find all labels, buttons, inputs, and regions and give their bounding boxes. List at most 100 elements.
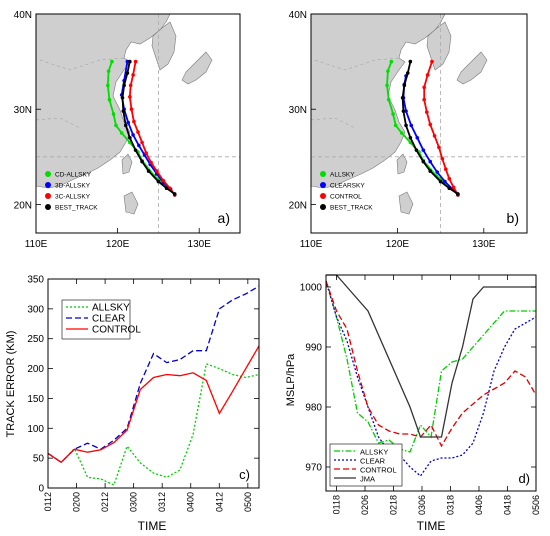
panel-b-track-point — [451, 185, 456, 190]
panel-d-x-axis-title: TIME — [417, 519, 446, 533]
panel-a-track-point — [149, 160, 153, 165]
panel-c-line-allsky — [47, 362, 260, 486]
panel-b-track-point — [430, 59, 434, 64]
panel-b-track-point — [447, 176, 452, 181]
panel-b-track-point — [440, 156, 445, 161]
panel-a-legend-label: 3C-ALLSKY — [55, 194, 91, 201]
panel-b-track-point — [447, 186, 452, 191]
panel-b-track-point — [391, 112, 395, 116]
panel-d-y-tick-label: 980 — [305, 403, 322, 414]
panel-b-track-point — [404, 109, 408, 113]
panel-a-track-point — [140, 159, 144, 164]
panel-d-x-tick-label: 0406 — [474, 495, 484, 515]
panel-c-x-axis-title: TIME — [138, 519, 167, 533]
panel-b-track-point — [408, 59, 413, 64]
panel-c-x-tick-label: 0400 — [186, 492, 196, 512]
panel-b-label: b) — [507, 210, 519, 226]
panel-a-legend-marker — [45, 171, 51, 177]
panel-d-x-tick-label: 0318 — [445, 495, 455, 515]
panel-b-track-point — [386, 69, 390, 73]
panel-a-track-point — [125, 71, 130, 75]
panel-a-track-point — [128, 59, 132, 64]
panel-a-track-point — [106, 83, 110, 88]
panel-c-track-error-chart: 0 50 100 150 200 250 300 350 0112 0200 0212 0300 031… — [5, 275, 260, 533]
panel-a-track-3c-allsky — [128, 61, 176, 196]
panel-b-track-map: 110E 120E 130E 20N 30N 40N ALLSKY CLEARSKY CONT… — [289, 10, 528, 250]
panel-b-x-tick-label: 130E — [472, 239, 496, 250]
panel-c-x-tick-label: 0312 — [157, 492, 167, 512]
panel-a-track-point — [131, 133, 135, 137]
panel-b-land — [310, 13, 488, 215]
panel-a-track-map: 110E 120E 130E 20N 30N 40N CD-ALLSKY 3D-ALLSKY… — [14, 10, 241, 250]
panel-c-legend-box — [61, 299, 131, 340]
panel-c-y-tick-label: 150 — [27, 394, 44, 405]
panel-a-track-point — [144, 151, 148, 155]
panel-b-track-point — [425, 73, 430, 77]
panel-b-legend-label: ALLSKY — [330, 172, 355, 179]
panel-b-track-point — [400, 95, 405, 100]
panel-a-borders — [35, 57, 125, 129]
panel-a-track-point — [129, 107, 134, 112]
panel-c-line-control — [47, 345, 260, 464]
panel-c-axes: 0 50 100 150 200 250 300 350 0112 0200 0212 0300 031… — [27, 275, 259, 512]
panel-b-track-point — [386, 97, 391, 102]
panel-b-track-point — [438, 179, 443, 184]
panel-b-track-point — [421, 159, 426, 164]
panel-d-label: d) — [518, 471, 530, 486]
panel-b-x-tick-label: 120E — [386, 239, 410, 250]
panel-a-y-tick-label: 40N — [14, 10, 32, 21]
panel-a-track-point — [107, 97, 112, 102]
panel-c-y-tick-label: 250 — [27, 334, 44, 345]
panel-a-legend-marker — [45, 204, 51, 210]
panel-a-track-point — [132, 119, 136, 124]
panel-b-borders — [310, 57, 400, 129]
panel-a-track-point — [161, 178, 166, 183]
panel-b-track-point — [389, 59, 394, 64]
panel-a-label: a) — [218, 210, 230, 226]
panel-b-legend-label: BEST_TRACK — [330, 205, 373, 212]
panel-b-track-point — [399, 131, 404, 135]
panel-a-x-tick-label: 120E — [106, 239, 130, 250]
panel-a-track-point — [114, 123, 118, 128]
panel-c-y-tick-label: 0 — [38, 484, 44, 495]
panel-c-legend-label: CONTROL — [92, 325, 141, 336]
panel-b-y-tick-label: 40N — [289, 10, 307, 21]
panel-b-track-point — [408, 135, 413, 140]
panel-b-axes: 110E 120E 130E 20N 30N 40N — [289, 10, 496, 250]
panel-b-track-point — [385, 83, 389, 88]
panel-d-legend-label: JMA — [360, 475, 375, 484]
panel-c-x-tick-label: 0112 — [43, 492, 53, 511]
panel-d-axes: 970 980 990 1000 0118 0206 0218 0306 0318 0406 041… — [300, 275, 541, 515]
panel-a-track-point — [164, 186, 169, 191]
panel-a-track-point — [111, 112, 116, 116]
panel-a-land — [35, 13, 213, 215]
panel-a-track-point — [128, 95, 132, 99]
panel-b-track-point — [422, 85, 426, 90]
panel-b-track-point — [421, 148, 426, 152]
panel-d-y-tick-label: 1000 — [300, 283, 323, 294]
panel-a-track-point — [128, 83, 133, 88]
panel-a-track-point — [172, 192, 177, 196]
panel-b-track-point — [428, 159, 433, 164]
panel-d-mslp-chart: 970 980 990 1000 0118 0206 0218 0306 0318 0406 041… — [285, 274, 541, 533]
panel-c-line-clear — [47, 285, 260, 464]
panel-b-grid — [311, 14, 527, 233]
panel-d-x-tick-label: 0118 — [332, 495, 342, 514]
panel-d-y-tick-label: 970 — [305, 463, 322, 474]
panel-b-track-point — [402, 83, 407, 88]
panel-b-track-point — [428, 122, 433, 127]
panel-b-track-point — [437, 145, 441, 150]
panel-a-track-point — [123, 123, 128, 128]
panel-d-line-jma — [326, 274, 536, 438]
panel-c-legend-label: CLEAR — [92, 314, 125, 325]
panel-b-track-point — [424, 110, 429, 114]
panel-a-track-point — [137, 143, 141, 148]
panel-d-x-tick-label: 0418 — [502, 495, 512, 515]
panel-d-legend-label: ALLSKY — [360, 448, 388, 457]
panel-a-y-tick-label: 30N — [14, 105, 32, 116]
panel-c-y-axis-title: TRACK ERROR (KM) — [5, 331, 17, 438]
panel-a-track-point — [106, 69, 111, 73]
